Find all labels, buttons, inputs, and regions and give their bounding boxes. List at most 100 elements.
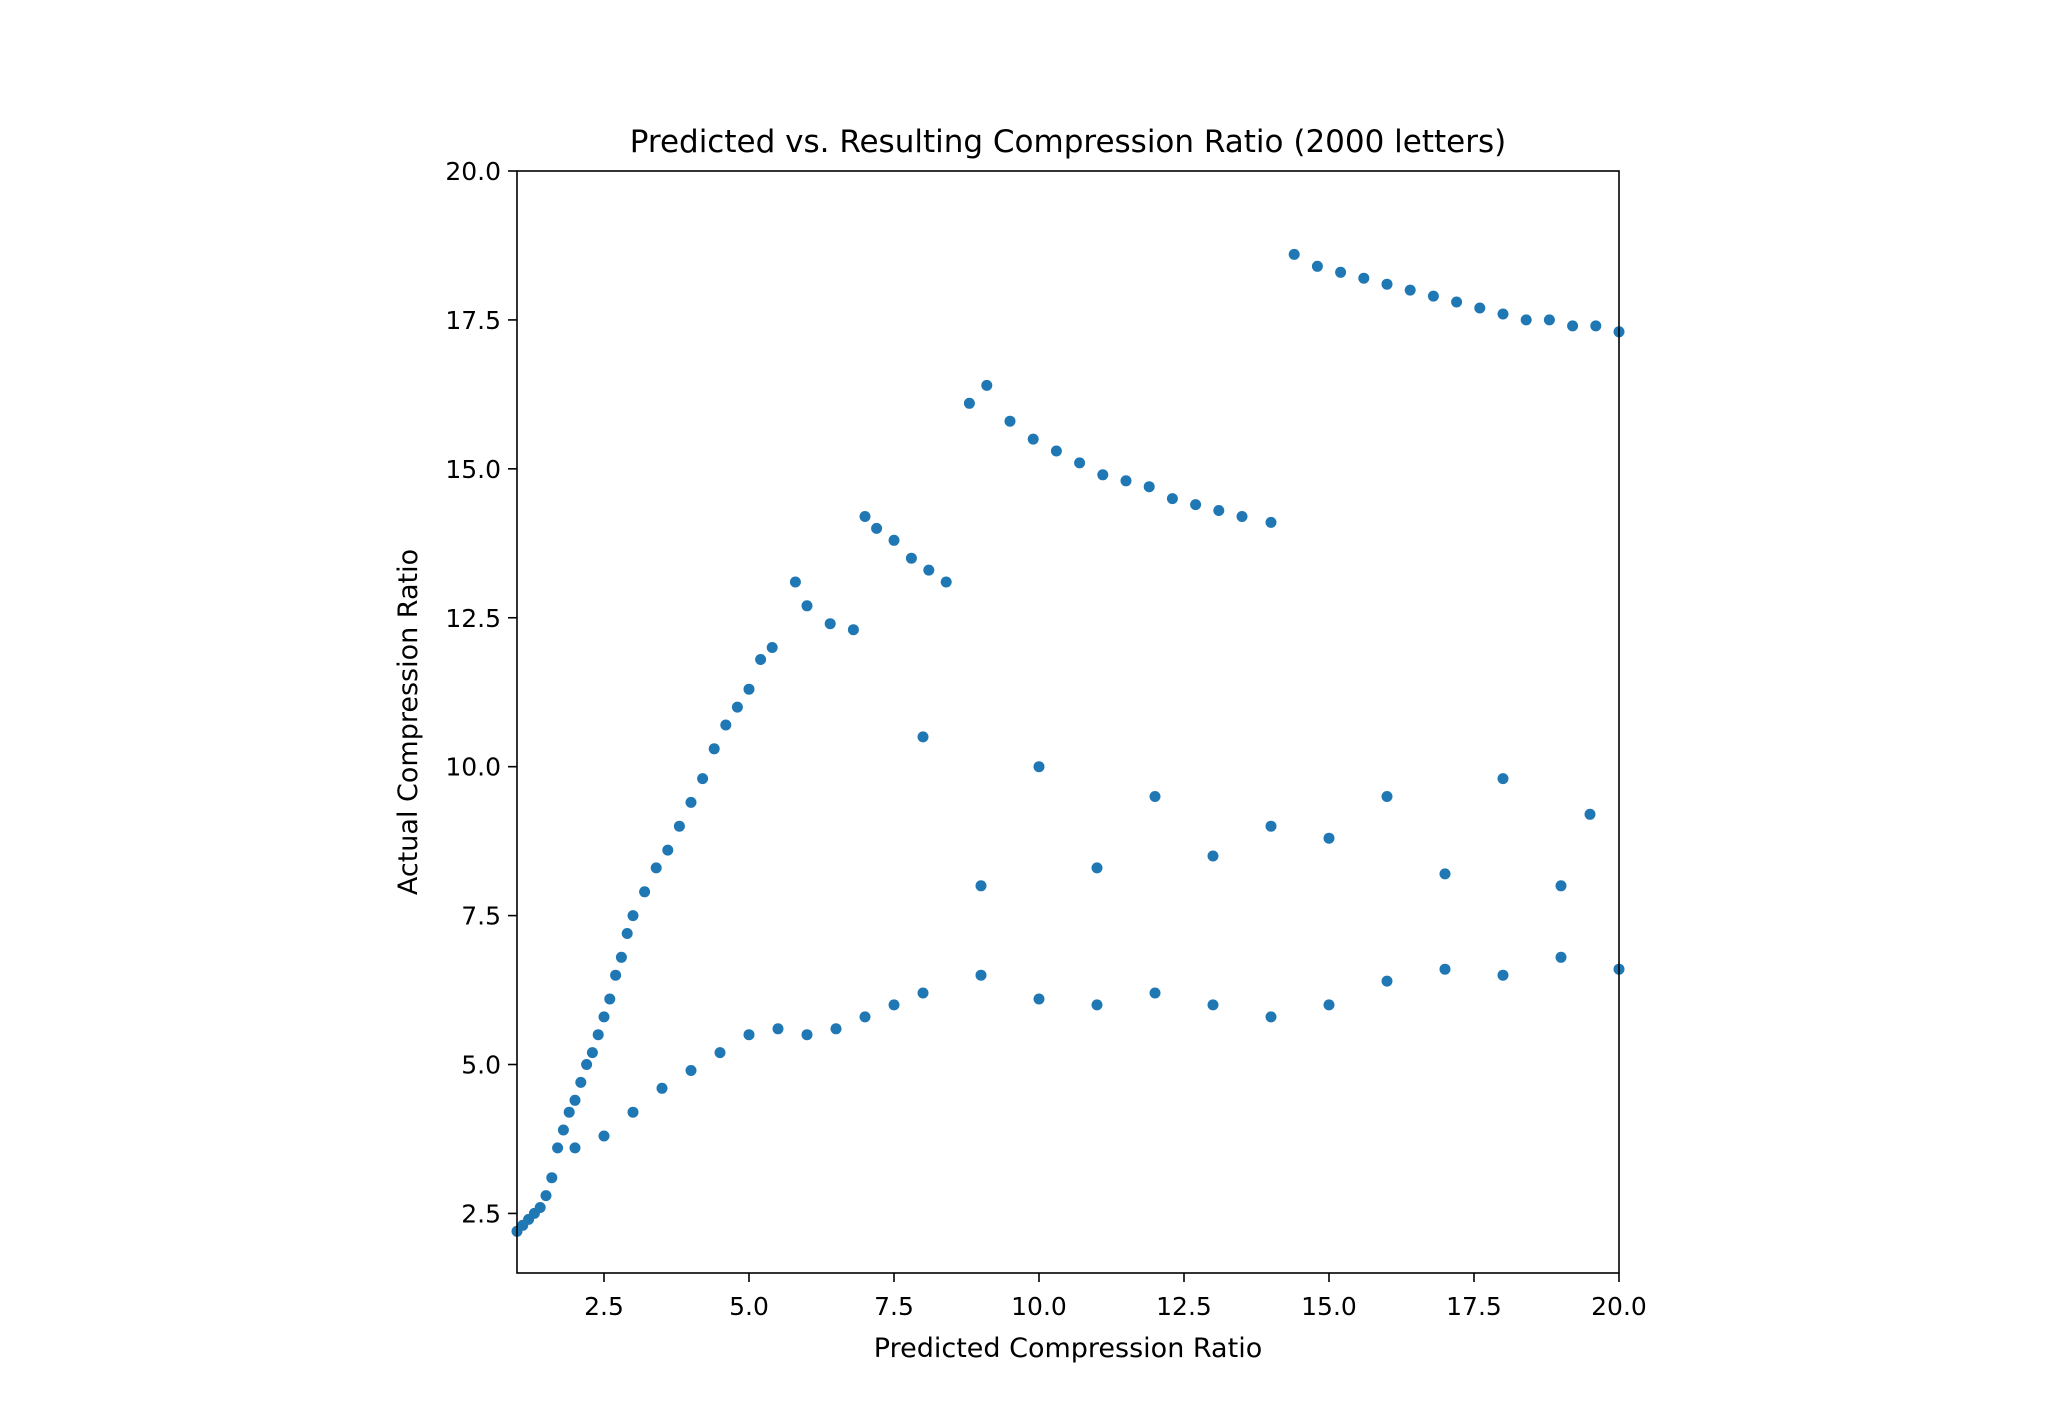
- data-point: [1590, 320, 1602, 332]
- data-point: [1190, 499, 1202, 511]
- chart-title: Predicted vs. Resulting Compression Rati…: [630, 124, 1507, 160]
- data-point: [656, 1082, 668, 1094]
- data-point: [888, 534, 900, 546]
- data-point: [917, 987, 929, 999]
- data-point: [1497, 773, 1509, 785]
- data-point: [708, 743, 720, 755]
- y-tick-label: 5.0: [461, 1051, 501, 1080]
- x-tick-label: 5.0: [729, 1292, 769, 1321]
- data-point: [1404, 284, 1416, 296]
- x-tick-label: 10.0: [1011, 1292, 1067, 1321]
- data-point: [598, 1011, 610, 1023]
- data-point: [1427, 290, 1439, 302]
- data-point: [720, 719, 732, 731]
- y-tick-label: 7.5: [461, 902, 501, 931]
- data-point: [1520, 314, 1532, 326]
- x-ticks: 2.5 5.0 7.5 10.0 12.5 15.0 17.5 20.0: [584, 1273, 1647, 1321]
- y-axis-label: Actual Compression Ratio: [393, 549, 424, 895]
- data-point: [1439, 963, 1451, 975]
- x-axis-label: Predicted Compression Ratio: [874, 1333, 1262, 1364]
- data-point: [940, 576, 952, 588]
- data-point: [557, 1124, 569, 1136]
- data-point: [1323, 832, 1335, 844]
- data-point: [610, 969, 622, 981]
- data-point: [604, 993, 616, 1005]
- y-tick-label: 12.5: [445, 604, 501, 633]
- data-point: [1265, 1011, 1277, 1023]
- data-point: [1027, 433, 1039, 445]
- data-point: [627, 1106, 639, 1118]
- data-point: [1091, 999, 1103, 1011]
- data-point: [905, 552, 917, 564]
- data-point: [563, 1106, 575, 1118]
- data-point: [755, 654, 767, 665]
- data-point: [1050, 445, 1062, 457]
- x-tick-label: 17.5: [1446, 1292, 1502, 1321]
- data-point: [1033, 761, 1045, 773]
- data-point: [766, 642, 778, 653]
- data-point: [1555, 880, 1567, 892]
- y-tick-label: 10.0: [445, 753, 501, 782]
- points-layer: [511, 248, 1625, 1237]
- data-point: [743, 683, 755, 695]
- data-point: [673, 820, 685, 832]
- data-point: [1451, 296, 1463, 308]
- data-point: [1311, 260, 1323, 272]
- data-point: [1149, 987, 1161, 999]
- data-point: [1567, 320, 1579, 332]
- data-point: [1555, 951, 1567, 963]
- data-point: [1335, 266, 1347, 278]
- data-point: [801, 1029, 813, 1041]
- data-point: [1323, 999, 1335, 1011]
- data-point: [923, 564, 935, 576]
- data-point: [1497, 969, 1509, 981]
- data-point: [888, 999, 900, 1011]
- data-point: [1288, 248, 1300, 260]
- y-tick-label: 20.0: [445, 157, 501, 186]
- data-point: [743, 1029, 755, 1041]
- data-point: [963, 397, 975, 409]
- data-point: [801, 600, 813, 612]
- data-point: [540, 1190, 552, 1202]
- data-point: [592, 1029, 604, 1041]
- data-point: [1207, 999, 1219, 1011]
- data-point: [1265, 516, 1277, 528]
- data-point: [534, 1202, 546, 1213]
- data-point: [552, 1142, 564, 1154]
- data-point: [1474, 302, 1486, 314]
- data-point: [697, 773, 709, 785]
- x-tick-label: 20.0: [1591, 1292, 1647, 1321]
- y-tick-label: 17.5: [445, 306, 501, 335]
- data-point: [1149, 791, 1161, 802]
- data-point: [772, 1023, 784, 1035]
- x-tick-label: 15.0: [1301, 1292, 1357, 1321]
- data-point: [731, 701, 743, 713]
- data-point: [1091, 862, 1103, 874]
- data-point: [650, 862, 662, 874]
- data-point: [569, 1094, 581, 1106]
- plot-frame: [516, 170, 1620, 1274]
- y-tick-label: 2.5: [461, 1199, 501, 1228]
- data-point: [1584, 808, 1596, 820]
- data-point: [1439, 868, 1451, 880]
- data-point: [1004, 415, 1016, 427]
- data-point: [975, 880, 987, 892]
- data-point: [859, 1011, 871, 1023]
- data-point: [1166, 493, 1178, 505]
- data-point: [1497, 308, 1509, 320]
- x-tick-label: 2.5: [584, 1292, 624, 1321]
- x-tick-label: 7.5: [874, 1292, 914, 1321]
- data-point: [1358, 272, 1370, 284]
- data-point: [621, 928, 633, 939]
- data-point: [830, 1023, 842, 1035]
- data-point: [569, 1142, 581, 1154]
- data-point: [1097, 469, 1109, 481]
- y-tick-label: 15.0: [445, 455, 501, 484]
- data-point: [1381, 791, 1393, 802]
- data-point: [546, 1172, 558, 1184]
- data-point: [917, 731, 929, 743]
- data-point: [1143, 481, 1155, 493]
- data-point: [575, 1076, 587, 1088]
- data-point: [981, 379, 993, 391]
